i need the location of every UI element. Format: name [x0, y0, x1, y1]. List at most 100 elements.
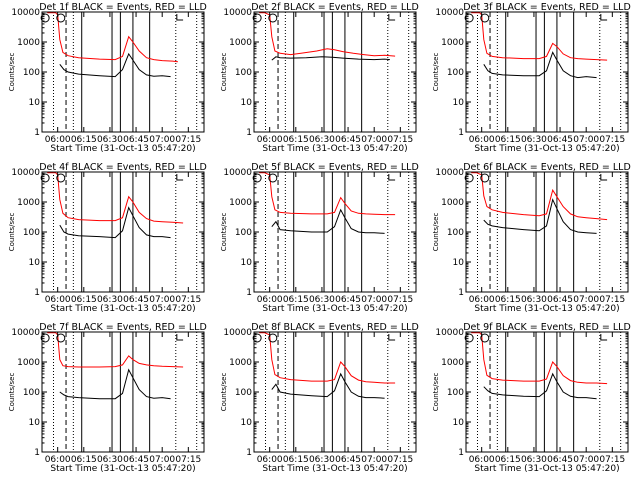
- x-tick-label: 07:15: [599, 295, 625, 305]
- detector-panel: Det 9f BLACK = Events, RED = LLD 1 10 100 10…: [432, 322, 631, 474]
- corner-marker: [176, 174, 184, 181]
- y-tick-label: 1: [458, 288, 464, 298]
- x-tick-label: 06:45: [123, 135, 149, 145]
- x-axis-label: Start Time (31-Oct-13 05:47:20): [50, 144, 195, 154]
- x-tick-label: 06:15: [495, 455, 521, 465]
- x-tick-label: 06:00: [257, 135, 283, 145]
- y-tick-label: 1: [458, 448, 464, 458]
- panel-title: Det 4f BLACK = Events, RED = LLD: [39, 162, 207, 173]
- saturation-marker: [464, 173, 474, 183]
- x-tick-label: 07:15: [387, 295, 413, 305]
- corner-marker: [176, 14, 184, 21]
- detector-panel: Det 4f BLACK = Events, RED = LLD 1 10 100 10…: [8, 162, 207, 314]
- count-rate-series: [471, 12, 608, 61]
- corner-marker: [388, 174, 396, 181]
- saturation-marker: [252, 13, 262, 23]
- y-axis-label: Counts/sec: [8, 213, 16, 252]
- saturation-marker: [268, 173, 278, 183]
- y-tick-label: 10: [241, 98, 253, 108]
- count-rate-series: [47, 12, 178, 63]
- y-tick-label: 1: [34, 128, 40, 138]
- x-tick-label: 06:15: [495, 135, 521, 145]
- y-tick-label: 1000: [441, 198, 464, 208]
- x-tick-label: 07:15: [599, 135, 625, 145]
- y-tick-label: 10: [29, 98, 41, 108]
- x-tick-label: 06:00: [45, 295, 71, 305]
- y-tick-label: 100: [447, 68, 464, 78]
- saturation-marker: [56, 333, 66, 343]
- x-tick-label: 06:30: [521, 295, 547, 305]
- x-axis-label: Start Time (31-Oct-13 05:47:20): [474, 464, 619, 474]
- panel-title: Det 8f BLACK = Events, RED = LLD: [251, 322, 419, 333]
- y-axis-label: Counts/sec: [432, 373, 440, 412]
- y-tick-label: 10000: [223, 8, 252, 18]
- x-tick-label: 06:45: [547, 455, 573, 465]
- y-tick-label: 1: [34, 448, 40, 458]
- saturation-marker: [40, 333, 50, 343]
- y-tick-label: 100: [23, 68, 40, 78]
- x-tick-label: 06:30: [97, 455, 123, 465]
- x-tick-label: 07:15: [175, 135, 201, 145]
- detector-panel: Det 8f BLACK = Events, RED = LLD 1 10 100 10…: [220, 322, 419, 474]
- x-tick-label: 07:15: [175, 295, 201, 305]
- saturation-marker: [480, 333, 490, 343]
- x-tick-label: 07:15: [175, 455, 201, 465]
- count-rate-series: [271, 208, 385, 234]
- x-tick-label: 07:00: [149, 135, 175, 145]
- y-tick-label: 10000: [11, 8, 40, 18]
- y-tick-label: 1000: [17, 38, 40, 48]
- x-tick-label: 07:00: [361, 295, 387, 305]
- x-tick-label: 06:15: [71, 295, 97, 305]
- x-axis-label: Start Time (31-Oct-13 05:47:20): [50, 464, 195, 474]
- x-axis-label: Start Time (31-Oct-13 05:47:20): [262, 464, 407, 474]
- y-tick-label: 10: [453, 98, 465, 108]
- x-tick-label: 07:15: [387, 135, 413, 145]
- saturation-marker: [480, 173, 490, 183]
- saturation-marker: [464, 13, 474, 23]
- x-tick-label: 06:45: [335, 455, 361, 465]
- count-rate-series: [259, 12, 396, 57]
- y-tick-label: 1000: [441, 38, 464, 48]
- y-tick-label: 10000: [223, 168, 252, 178]
- x-tick-label: 06:30: [521, 455, 547, 465]
- x-tick-label: 06:00: [469, 455, 495, 465]
- saturation-marker: [268, 333, 278, 343]
- x-tick-label: 06:45: [547, 295, 573, 305]
- panel-title: Det 7f BLACK = Events, RED = LLD: [39, 322, 207, 333]
- x-tick-label: 06:45: [123, 455, 149, 465]
- corner-marker: [176, 334, 184, 341]
- count-rate-series: [259, 332, 396, 384]
- corner-marker: [388, 334, 396, 341]
- saturation-marker: [480, 13, 490, 23]
- saturation-marker: [464, 333, 474, 343]
- detector-panel: Det 6f BLACK = Events, RED = LLD 1 10 100 10…: [432, 162, 631, 314]
- saturation-marker: [40, 173, 50, 183]
- x-tick-label: 06:00: [469, 295, 495, 305]
- y-tick-label: 100: [23, 228, 40, 238]
- y-tick-label: 10: [241, 418, 253, 428]
- y-tick-label: 1: [458, 128, 464, 138]
- x-tick-label: 06:15: [283, 135, 309, 145]
- x-tick-label: 06:00: [45, 455, 71, 465]
- x-tick-label: 06:45: [547, 135, 573, 145]
- x-tick-label: 07:00: [361, 455, 387, 465]
- y-tick-label: 10: [29, 418, 41, 428]
- x-tick-label: 06:45: [123, 295, 149, 305]
- detector-panel: Det 2f BLACK = Events, RED = LLD 1 10 100 10…: [220, 2, 419, 154]
- y-tick-label: 10: [241, 258, 253, 268]
- x-tick-label: 06:30: [309, 135, 335, 145]
- count-rate-series: [483, 198, 597, 234]
- y-tick-label: 1000: [229, 358, 252, 368]
- x-tick-label: 06:30: [97, 295, 123, 305]
- x-tick-label: 07:15: [599, 455, 625, 465]
- x-axis-label: Start Time (31-Oct-13 05:47:20): [262, 144, 407, 154]
- x-tick-label: 06:15: [71, 455, 97, 465]
- detector-panel: Det 1f BLACK = Events, RED = LLD 1 10 100 10…: [8, 2, 207, 154]
- x-tick-label: 06:15: [71, 135, 97, 145]
- count-rate-series: [59, 206, 171, 239]
- x-tick-label: 06:00: [257, 455, 283, 465]
- y-tick-label: 1000: [17, 198, 40, 208]
- x-tick-label: 06:45: [335, 135, 361, 145]
- count-rate-series: [59, 52, 171, 78]
